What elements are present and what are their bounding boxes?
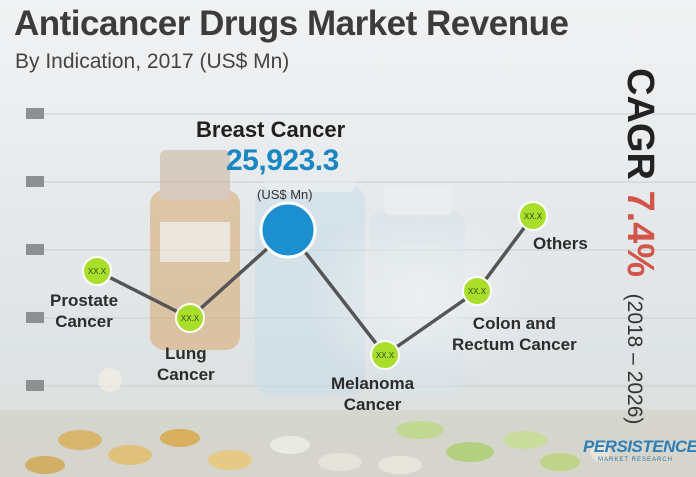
data-value-label: XX.X (524, 212, 543, 221)
category-label-prostate-cancer: Prostate Cancer (50, 291, 119, 331)
chart-subtitle: By Indication, 2017 (US$ Mn) (15, 50, 290, 73)
pills-illustration (0, 368, 696, 477)
category-label-melanoma-cancer: Melanoma Cancer (331, 374, 415, 414)
highlight-unit: (US$ Mn) (257, 187, 313, 202)
category-label-others: Others (533, 234, 588, 253)
cagr-callout: CAGR 7.4% (2018 – 2026) (614, 68, 661, 468)
data-point-others (518, 201, 548, 231)
data-point-prostate-cancer (82, 256, 112, 286)
category-label-colon-and-rectum-cancer: Colon and Rectum Cancer (452, 314, 577, 354)
data-value-label: XX.X (468, 287, 487, 296)
chart-title: Anticancer Drugs Market Revenue (14, 4, 569, 43)
cagr-value: 7.4% (619, 190, 661, 278)
data-value-label: XX.X (181, 314, 200, 323)
data-point-breast-cancer (259, 201, 317, 259)
highlight-value: 25,923.3 (226, 144, 339, 177)
logo-sub-text: MARKET RESEARCH (598, 457, 673, 463)
cagr-period: (2018 – 2026) (623, 293, 646, 425)
logo-main-text: PERSISTENCE (583, 437, 696, 456)
data-value-label: XX.X (88, 267, 107, 276)
data-point-colon-and-rectum-cancer (462, 276, 492, 306)
data-point-lung-cancer (175, 303, 205, 333)
highlight-category-label: Breast Cancer (196, 117, 346, 142)
category-label-lung-cancer: Lung Cancer (157, 344, 215, 384)
publisher-logo: PERSISTENCE MARKET RESEARCH (583, 437, 696, 463)
data-point-melanoma-cancer (370, 340, 400, 370)
series-line (96, 214, 535, 357)
data-value-label: XX.X (376, 351, 395, 360)
cagr-label: CAGR (619, 68, 661, 180)
chart: XX.X XX.X XX.X XX.X XX.X (82, 201, 548, 370)
